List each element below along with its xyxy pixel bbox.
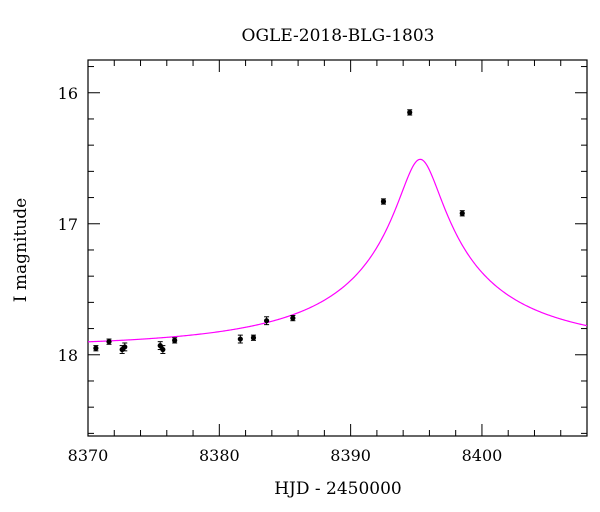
x-tick-label: 8390 <box>330 446 371 465</box>
plot-area: 8370 8380 8390 8400 16 17 18 <box>58 59 588 465</box>
data-point <box>93 345 99 351</box>
data-point <box>237 336 243 342</box>
y-tick-label: 18 <box>58 346 78 365</box>
data-point <box>160 346 166 353</box>
data-point <box>380 198 387 205</box>
data-point <box>122 344 128 350</box>
x-tick-label: 8380 <box>199 446 240 465</box>
data-point <box>157 343 163 349</box>
data-point <box>172 337 178 343</box>
chart-title: OGLE-2018-BLG-1803 <box>242 26 435 46</box>
y-tick-label: 16 <box>58 84 78 103</box>
data-point <box>263 318 270 324</box>
data-point <box>290 315 296 321</box>
data-point <box>250 335 257 341</box>
model-curve <box>87 158 588 343</box>
x-axis-label: HJD - 2450000 <box>274 479 402 499</box>
x-tick-label: 8400 <box>462 446 503 465</box>
y-axis-label: I magnitude <box>11 198 31 302</box>
plot-frame <box>87 59 588 437</box>
y-tick-label: 17 <box>58 215 78 234</box>
data-point <box>459 210 465 216</box>
x-tick-label: 8370 <box>68 446 109 465</box>
data-point <box>106 339 112 345</box>
data-point <box>407 109 413 116</box>
